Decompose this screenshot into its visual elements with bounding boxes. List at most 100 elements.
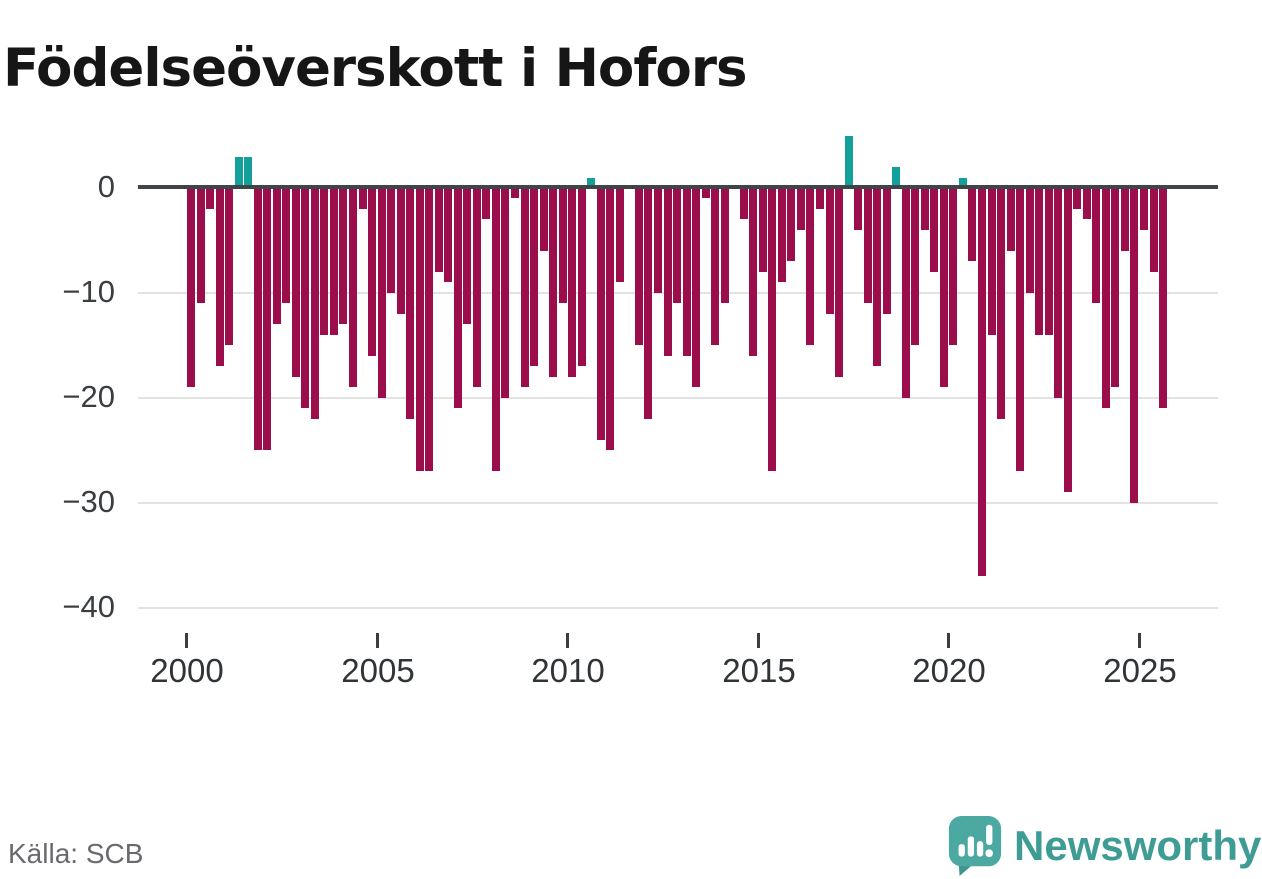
bar-2001Q2 xyxy=(235,157,243,188)
bar-2019Q1 xyxy=(911,188,919,345)
bar-2022Q4 xyxy=(1054,188,1062,398)
bar-2002Q3 xyxy=(282,188,290,303)
bar-2006Q4 xyxy=(444,188,452,282)
zero-axis-line xyxy=(138,185,1218,189)
bar-2013Q2 xyxy=(692,188,700,387)
y-tick-label: 0 xyxy=(97,169,115,204)
bar-2003Q1 xyxy=(301,188,309,408)
bar-2010Q3 xyxy=(587,178,595,188)
bar-2020Q1 xyxy=(949,188,957,345)
bar-2018Q3 xyxy=(892,167,900,188)
bar-2011Q4 xyxy=(635,188,643,345)
bar-2004Q1 xyxy=(339,188,347,324)
bar-2018Q1 xyxy=(873,188,881,366)
bar-2009Q4 xyxy=(559,188,567,303)
bar-2022Q1 xyxy=(1026,188,1034,293)
x-tick-label: 2020 xyxy=(912,652,986,689)
bar-2023Q2 xyxy=(1073,188,1081,209)
x-tick-label: 2015 xyxy=(722,652,796,689)
bar-2001Q3 xyxy=(244,157,252,188)
x-tick-label: 2000 xyxy=(150,652,224,689)
bar-2001Q4 xyxy=(254,188,262,450)
bar-2000Q3 xyxy=(206,188,214,209)
bar-2009Q3 xyxy=(549,188,557,377)
bar-2017Q3 xyxy=(854,188,862,230)
bar-2016Q4 xyxy=(826,188,834,314)
bar-2020Q4 xyxy=(978,188,986,576)
bar-2024Q2 xyxy=(1111,188,1119,387)
bar-2021Q2 xyxy=(997,188,1005,419)
bar-chart-plot-area: 0 −10 −20 −30 −40 2000 2005 2010 2015 2020 2025 xyxy=(62,136,1218,689)
bar-2013Q3 xyxy=(702,188,710,198)
bar-2024Q4 xyxy=(1130,188,1138,503)
bar-2010Q2 xyxy=(578,188,586,366)
x-tick-mark xyxy=(185,633,188,648)
bar-2022Q2 xyxy=(1035,188,1043,335)
bar-2015Q4 xyxy=(787,188,795,261)
newsworthy-brand: Newsworthy xyxy=(946,814,1262,878)
bar-2012Q3 xyxy=(664,188,672,356)
x-tick-mark xyxy=(376,633,379,648)
bar-2008Q4 xyxy=(521,188,529,387)
bar-2008Q1 xyxy=(492,188,500,471)
bar-2003Q2 xyxy=(311,188,319,419)
bar-2017Q2 xyxy=(845,136,853,188)
bar-2010Q4 xyxy=(597,188,605,440)
bar-2011Q2 xyxy=(616,188,624,282)
x-tick-mark xyxy=(566,633,569,648)
bar-2021Q4 xyxy=(1016,188,1024,471)
bar-2021Q3 xyxy=(1007,188,1015,251)
bar-2024Q3 xyxy=(1121,188,1129,251)
page-title: Födelseöverskott i Hofors xyxy=(3,37,748,99)
bar-2005Q4 xyxy=(406,188,414,419)
bar-2019Q3 xyxy=(930,188,938,272)
gridline xyxy=(138,397,1218,399)
gridline xyxy=(138,607,1218,609)
bar-2012Q4 xyxy=(673,188,681,303)
bar-2013Q1 xyxy=(683,188,691,356)
bar-2019Q4 xyxy=(940,188,948,387)
bar-2012Q1 xyxy=(644,188,652,419)
newsworthy-wordmark: Newsworthy xyxy=(1014,822,1262,869)
bar-2001Q1 xyxy=(225,188,233,345)
gridline xyxy=(138,502,1218,504)
bar-2019Q2 xyxy=(921,188,929,230)
bar-2015Q1 xyxy=(759,188,767,272)
x-tick-label: 2010 xyxy=(531,652,605,689)
bar-2000Q2 xyxy=(197,188,205,303)
y-tick-label: −10 xyxy=(62,274,115,309)
bar-2023Q3 xyxy=(1083,188,1091,219)
source-attribution: Källa: SCB xyxy=(8,838,144,869)
y-tick-label: −30 xyxy=(62,484,115,519)
bar-2009Q2 xyxy=(540,188,548,251)
bar-2008Q3 xyxy=(511,188,519,198)
bar-2020Q2 xyxy=(959,178,967,188)
bar-2002Q1 xyxy=(263,188,271,450)
bar-2016Q3 xyxy=(816,188,824,209)
bar-2000Q4 xyxy=(216,188,224,366)
bar-2015Q2 xyxy=(768,188,776,471)
bar-2020Q3 xyxy=(968,188,976,261)
bar-2017Q4 xyxy=(864,188,872,303)
bar-2014Q1 xyxy=(721,188,729,303)
bar-2006Q1 xyxy=(416,188,424,471)
bar-2025Q1 xyxy=(1140,188,1148,230)
bar-2002Q2 xyxy=(273,188,281,324)
bar-2011Q1 xyxy=(606,188,614,450)
bar-2007Q3 xyxy=(473,188,481,387)
bar-2021Q1 xyxy=(988,188,996,335)
bar-2010Q1 xyxy=(568,188,576,377)
bar-2007Q1 xyxy=(454,188,462,408)
bar-2014Q4 xyxy=(749,188,757,356)
bar-2008Q2 xyxy=(501,188,509,398)
x-tick-mark xyxy=(947,633,950,648)
bar-2018Q2 xyxy=(883,188,891,314)
bar-2004Q4 xyxy=(368,188,376,356)
bar-2015Q3 xyxy=(778,188,786,282)
x-tick-label: 2025 xyxy=(1103,652,1177,689)
bar-2023Q4 xyxy=(1092,188,1100,303)
y-tick-label: −40 xyxy=(62,589,115,624)
bar-2007Q2 xyxy=(463,188,471,324)
bar-2006Q2 xyxy=(425,188,433,471)
